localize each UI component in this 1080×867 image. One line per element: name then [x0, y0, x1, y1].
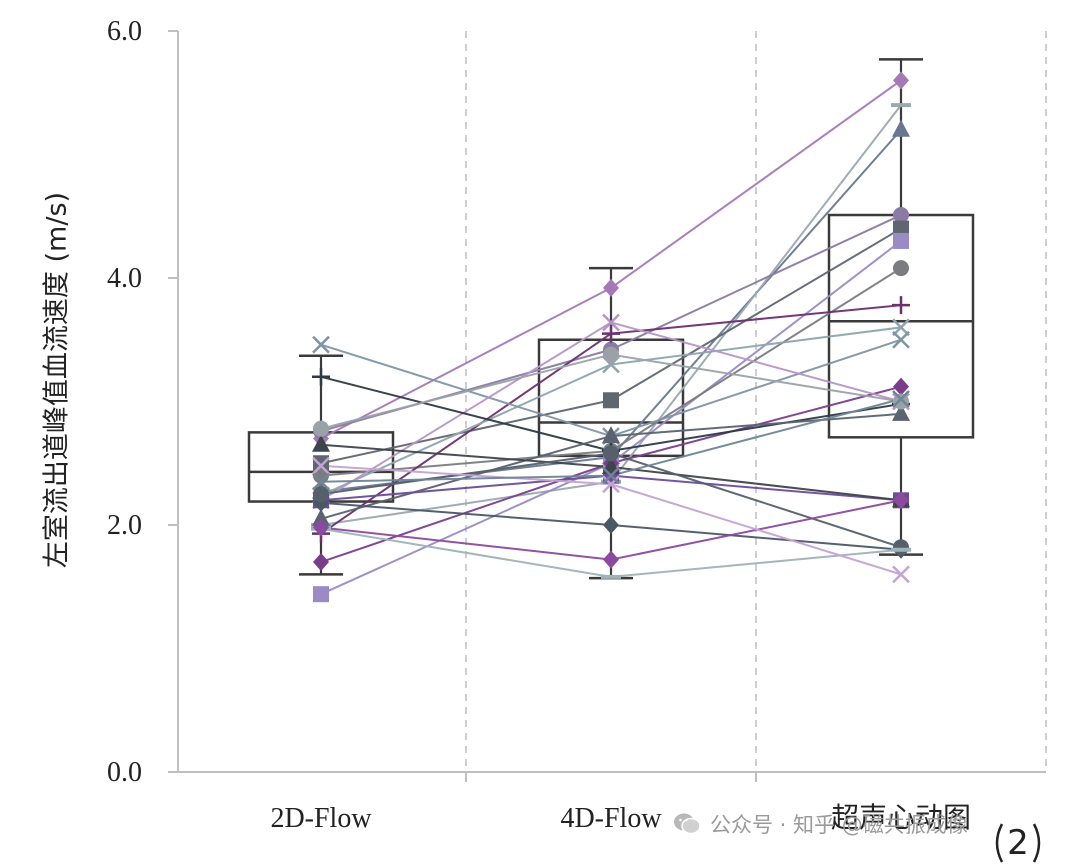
marker-x [312, 335, 330, 354]
series-line-1 [320, 79, 902, 440]
marker-circle [893, 539, 909, 556]
marker-circle [603, 445, 619, 462]
x-tick-label: 2D-Flow [270, 803, 372, 834]
vertical-separators [465, 31, 1047, 772]
marker-square [893, 232, 909, 249]
box-plots [247, 58, 975, 580]
y-tick-label: 6.0 [107, 16, 142, 47]
marker-circle [893, 260, 909, 277]
y-tick-label: 0.0 [107, 757, 142, 788]
marker-x [892, 390, 910, 408]
marker-plus [892, 296, 910, 315]
marker-triangle [312, 508, 330, 526]
y-axis-label: 左室流出道峰值血流速度 (m/s) [41, 191, 73, 569]
marker-circle [313, 467, 329, 484]
marker-triangle [312, 434, 330, 452]
marker-diamond [603, 516, 619, 534]
marker-triangle [892, 403, 910, 421]
panel-label-frame [995, 823, 1041, 863]
marker-x [602, 475, 620, 494]
marker-x [892, 330, 910, 349]
marker-x [312, 472, 330, 491]
marker-x [602, 466, 620, 485]
marker-plus [602, 324, 620, 343]
y-tick-label: 4.0 [107, 263, 142, 294]
data-markers [311, 71, 911, 603]
watermark-text: 公众号 · 知乎 @磁共振成像 [710, 813, 968, 837]
marker-square [603, 392, 619, 409]
marker-diamond [603, 550, 619, 569]
marker-circle [893, 207, 909, 224]
marker-circle [893, 393, 909, 410]
marker-x [312, 456, 330, 475]
marker-diamond [313, 553, 329, 572]
tick-labels: 0.0 2.0 4.0 6.0 2D-Flow 4D-Flow 超声心动图 [107, 16, 971, 834]
marker-diamond [313, 518, 329, 537]
marker-circle [313, 420, 329, 437]
panel-label-text: 2 [1007, 823, 1029, 863]
panel-label: 2 [990, 820, 1046, 866]
marker-diamond [893, 71, 909, 90]
wechat-icon [674, 813, 701, 835]
marker-diamond [893, 377, 909, 396]
axes [168, 30, 1046, 782]
marker-circle [313, 486, 329, 503]
marker-x [892, 565, 910, 584]
marker-square [893, 220, 909, 237]
marker-circle [603, 346, 619, 363]
x-tick-label: 超声心动图 [831, 802, 971, 834]
marker-x [602, 313, 620, 332]
marker-plus [312, 367, 330, 386]
y-tick-label: 2.0 [107, 510, 142, 541]
marker-triangle [892, 119, 910, 137]
marker-square [313, 586, 329, 603]
marker-diamond [603, 278, 619, 297]
marker-triangle [602, 426, 620, 444]
watermark: 公众号 · 知乎 @磁共振成像 [672, 806, 968, 842]
marker-diamond [893, 491, 909, 510]
marker-square [313, 455, 329, 472]
x-tick-label: 4D-Flow [560, 803, 662, 834]
